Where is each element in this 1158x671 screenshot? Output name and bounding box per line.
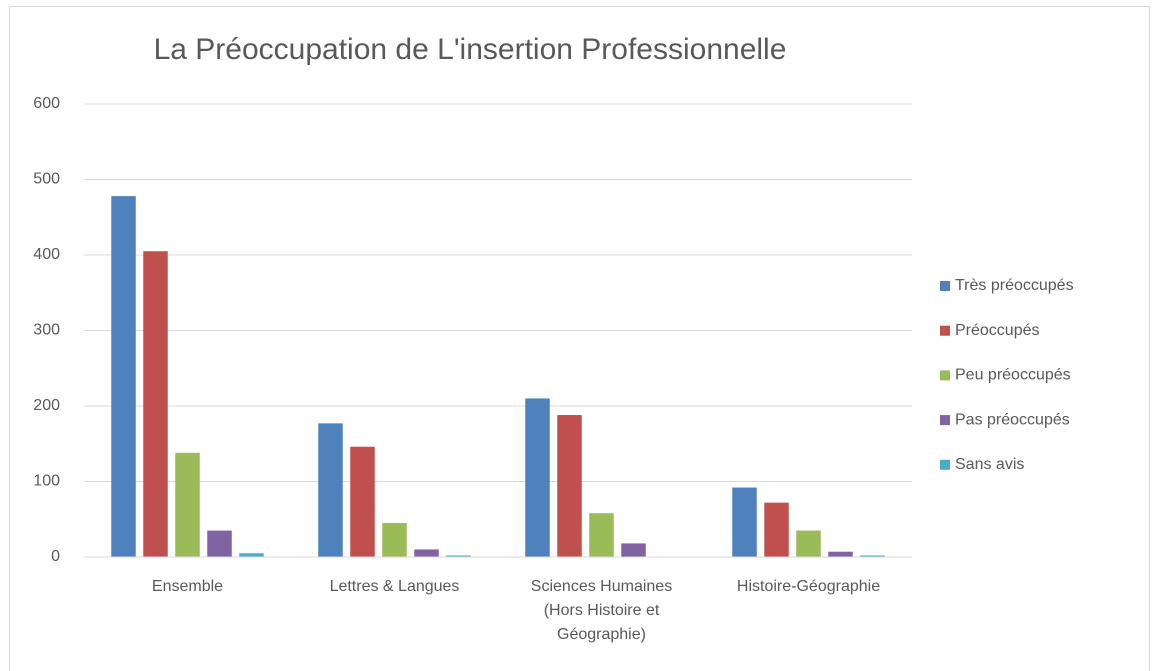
bar — [828, 551, 853, 557]
y-tick-label: 200 — [33, 397, 60, 414]
legend-label: Sans avis — [955, 456, 1024, 473]
y-tick-label: 400 — [33, 246, 60, 263]
bar — [589, 513, 614, 557]
bar — [111, 196, 136, 558]
legend-swatch — [940, 325, 950, 336]
legend-swatch — [940, 415, 950, 426]
bar — [318, 423, 343, 557]
bar — [621, 543, 646, 557]
bar — [796, 530, 821, 557]
y-tick-label: 0 — [51, 548, 60, 565]
legend-label: Peu préoccupés — [955, 367, 1071, 384]
x-tick-label: Ensemble — [152, 578, 223, 595]
x-tick-label: Lettres & Langues — [330, 578, 460, 595]
bar — [350, 446, 375, 557]
legend-label: Préoccupés — [955, 322, 1040, 339]
y-tick-label: 500 — [33, 171, 60, 188]
bar — [207, 530, 232, 557]
bar — [382, 523, 407, 557]
bar — [414, 549, 439, 557]
legend-swatch — [940, 370, 950, 381]
bar — [446, 555, 471, 557]
legend-label: Très préoccupés — [955, 277, 1074, 294]
legend-swatch — [940, 281, 950, 291]
x-tick-label: Sciences Humaines (Hors Histoire et Géogra… — [531, 578, 672, 643]
legend-label: Pas préoccupés — [955, 411, 1070, 428]
y-tick-label: 600 — [33, 95, 60, 112]
bar — [860, 555, 885, 557]
bar — [175, 452, 200, 557]
bar — [239, 553, 264, 557]
y-tick-label: 300 — [33, 322, 60, 339]
x-tick-label: Histoire-Géographie — [737, 578, 880, 595]
bar — [143, 251, 168, 557]
bar — [525, 398, 550, 557]
bar — [732, 487, 757, 557]
y-tick-label: 100 — [33, 473, 60, 490]
bar — [764, 502, 789, 557]
chart-frame — [9, 6, 1150, 671]
bar — [557, 415, 582, 557]
chart-title: La Préoccupation de L'insertion Professi… — [154, 33, 787, 66]
legend-swatch — [940, 459, 950, 470]
